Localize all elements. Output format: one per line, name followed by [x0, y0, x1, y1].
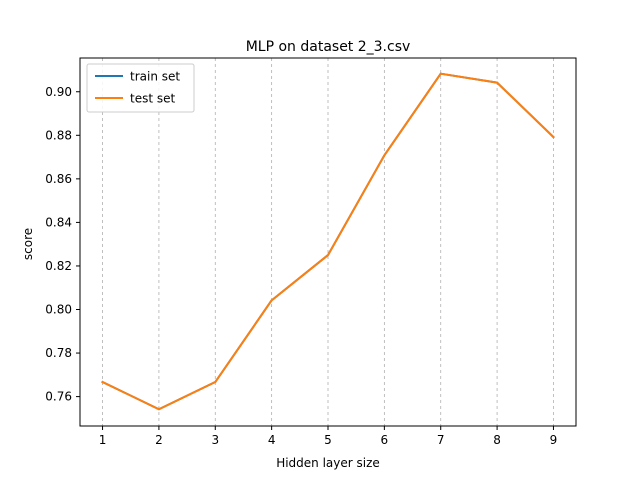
y-tick-label-5: 0.86 [45, 172, 72, 186]
grid-layer [102, 58, 554, 426]
legend-label-train-set: train set [130, 70, 180, 84]
x-axis-label: Hidden layer size [276, 456, 380, 470]
y-tick-label-6: 0.88 [45, 128, 72, 142]
y-axis-ticks: 0.76 0.78 0.80 0.82 0.84 0.86 0.88 0.90 [45, 85, 80, 404]
y-tick-label-4: 0.84 [45, 215, 72, 229]
y-axis-label: score [21, 228, 35, 260]
chart-title: MLP on dataset 2_3.csv [246, 39, 411, 55]
y-tick-label-7: 0.90 [45, 85, 72, 99]
y-tick-label-2: 0.80 [45, 303, 72, 317]
x-tick-label-5: 6 [381, 433, 389, 447]
x-tick-label-8: 9 [550, 433, 558, 447]
x-tick-label-4: 5 [324, 433, 332, 447]
x-tick-label-3: 4 [268, 433, 276, 447]
x-tick-label-0: 1 [99, 433, 107, 447]
series-line-test-set [101, 72, 555, 411]
series-layer [101, 72, 555, 411]
x-tick-label-7: 8 [493, 433, 501, 447]
x-tick-label-2: 3 [211, 433, 219, 447]
x-axis-ticks: 1 2 3 4 5 6 7 8 9 [99, 426, 558, 447]
legend: train set test set [86, 63, 195, 113]
y-tick-label-0: 0.76 [45, 390, 72, 404]
y-tick-label-1: 0.78 [45, 346, 72, 360]
x-tick-label-1: 2 [155, 433, 163, 447]
legend-label-test-set: test set [130, 92, 175, 106]
y-tick-label-3: 0.82 [45, 259, 72, 273]
x-tick-label-6: 7 [437, 433, 445, 447]
